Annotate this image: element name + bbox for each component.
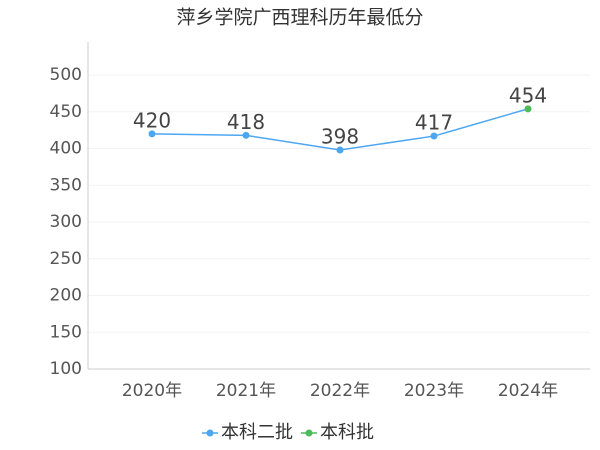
value-label: 420 [133,108,171,132]
point [430,132,438,140]
value-label: 398 [321,125,359,149]
point [336,146,344,154]
legend-marker [305,429,313,437]
y-tick-label: 500 [50,65,82,85]
y-tick-label: 250 [50,249,82,269]
x-tick-label: 2020年 [122,381,182,401]
value-label: 417 [415,111,453,135]
y-tick-label: 100 [50,359,82,379]
point [242,131,250,139]
y-tick-label: 400 [50,139,82,159]
x-tick-label: 2022年 [310,381,370,401]
x-tick-label: 2023年 [404,381,464,401]
y-tick-label: 450 [50,102,82,122]
y-tick-label: 150 [50,322,82,342]
x-tick-label: 2021年 [216,381,276,401]
point [148,130,156,138]
x-tick-label: 2024年 [498,381,558,401]
value-label: 454 [509,83,547,107]
legend-marker [206,429,214,437]
connector-line [433,108,529,137]
series-line [151,133,435,151]
y-tick-label: 200 [50,286,82,306]
chart-title: 萍乡学院广西理科历年最低分 [176,7,423,29]
value-label: 418 [227,110,265,134]
legend-label: 本科批 [320,422,374,443]
y-tick-label: 350 [50,175,82,195]
legend-label: 本科二批 [221,422,293,443]
point [524,105,532,113]
y-tick-label: 300 [50,212,82,232]
